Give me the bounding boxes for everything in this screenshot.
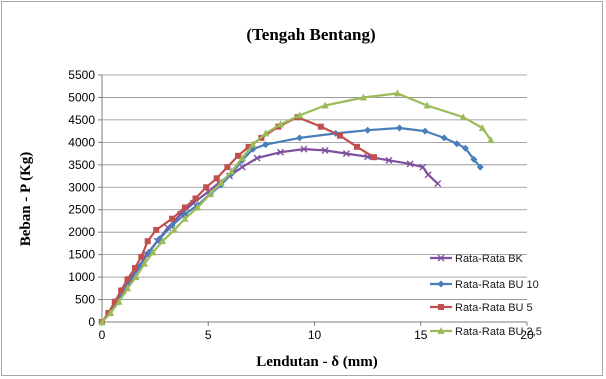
y-tick-label: 2500 xyxy=(68,203,95,217)
series-3 xyxy=(99,114,377,325)
data-point xyxy=(214,175,220,181)
legend-label: Rata-Rata BK xyxy=(455,253,524,265)
y-tick-label: 0 xyxy=(88,315,95,329)
legend-item: Rata-Rata BU 10 xyxy=(430,279,539,291)
data-point xyxy=(296,134,303,141)
y-tick-label: 4000 xyxy=(68,135,95,149)
x-tick-label: 5 xyxy=(205,328,212,342)
data-point xyxy=(396,124,403,131)
series-line xyxy=(102,128,480,322)
y-tick-label: 2000 xyxy=(68,225,95,239)
y-tick-label: 3000 xyxy=(68,180,95,194)
data-point xyxy=(145,238,151,244)
data-point xyxy=(318,124,324,130)
series-line xyxy=(102,93,491,322)
data-point xyxy=(182,204,188,210)
data-point xyxy=(371,154,377,160)
series-lines xyxy=(99,89,495,325)
data-point xyxy=(118,288,124,294)
data-point xyxy=(125,276,131,282)
data-point xyxy=(203,184,209,190)
series-1 xyxy=(99,146,441,325)
y-tick-label: 500 xyxy=(75,293,95,307)
y-tick-label: 5500 xyxy=(68,68,95,82)
data-point xyxy=(235,153,241,159)
legend-marker xyxy=(438,281,445,288)
data-point xyxy=(153,227,159,233)
y-tick-label: 5000 xyxy=(68,90,95,104)
data-point xyxy=(193,196,199,202)
y-axis-title: Beban - P (Kg) xyxy=(18,152,34,247)
data-point xyxy=(169,216,175,222)
legend-label: Rata-Rata BU 2,5 xyxy=(455,326,542,338)
data-point xyxy=(441,134,448,141)
legend-label: Rata-Rata BU 5 xyxy=(455,302,533,314)
x-tick-label: 0 xyxy=(99,328,106,342)
legend-label: Rata-Rata BU 10 xyxy=(455,279,539,291)
data-point xyxy=(132,265,138,271)
series-4 xyxy=(99,89,495,325)
x-tick-label: 10 xyxy=(308,328,322,342)
data-point xyxy=(364,127,371,134)
data-point xyxy=(354,144,360,150)
data-point xyxy=(224,164,230,170)
legend: Rata-Rata BK Rata-Rata BU 10 Rata-Rata BU … xyxy=(430,253,542,338)
series-line xyxy=(102,117,374,322)
data-point xyxy=(422,128,429,135)
data-point xyxy=(435,181,441,187)
legend-item: Rata-Rata BU 5 xyxy=(430,302,533,314)
x-tick-label: 15 xyxy=(414,328,428,342)
y-tick-label: 1000 xyxy=(68,270,95,284)
data-point xyxy=(337,133,343,139)
data-point xyxy=(138,254,144,260)
x-axis-title: Lendutan - δ (mm) xyxy=(256,354,378,370)
chart-title: (Tengah Bentang) xyxy=(246,25,375,44)
legend-marker xyxy=(438,304,444,310)
y-tick-label: 1500 xyxy=(68,248,95,262)
legend-item: Rata-Rata BU 2,5 xyxy=(430,326,542,338)
y-tick-label: 4500 xyxy=(68,113,95,127)
data-point xyxy=(425,172,431,178)
y-tick-label: 3500 xyxy=(68,158,95,172)
series-2 xyxy=(99,124,484,325)
y-tick-labels: 0 500 1000 1500 2000 2500 3000 3500 4000 4500 5000… xyxy=(68,68,95,329)
